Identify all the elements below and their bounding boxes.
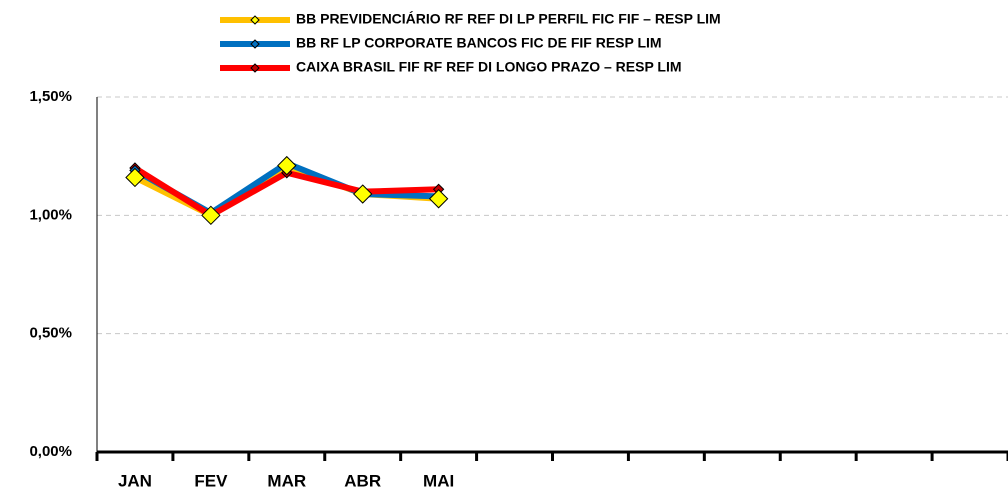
x-tick-label: FEV: [194, 471, 228, 490]
marker: [125, 167, 145, 188]
legend-marker: [250, 15, 260, 25]
y-tick-label: 1,00%: [29, 206, 72, 223]
x-tick-label: ABR: [344, 471, 381, 490]
x-tick-label: MAR: [267, 471, 306, 490]
legend-label: CAIXA BRASIL FIF RF REF DI LONGO PRAZO –…: [296, 59, 682, 75]
legend-label: BB PREVIDENCIÁRIO RF REF DI LP PERFIL FI…: [296, 11, 721, 27]
y-tick-label: 0,00%: [29, 443, 72, 460]
x-tick-label: MAI: [423, 471, 454, 490]
y-tick-label: 1,50%: [29, 88, 72, 105]
y-tick-label: 0,50%: [29, 325, 72, 342]
legend-marker: [250, 39, 260, 49]
marker: [353, 184, 373, 204]
legend-marker: [250, 63, 260, 73]
x-tick-label: JAN: [118, 471, 152, 490]
marker: [277, 155, 297, 176]
marker: [201, 205, 221, 226]
legend-label: BB RF LP CORPORATE BANCOS FIC DE FIF RES…: [296, 35, 662, 51]
marker: [428, 189, 449, 209]
